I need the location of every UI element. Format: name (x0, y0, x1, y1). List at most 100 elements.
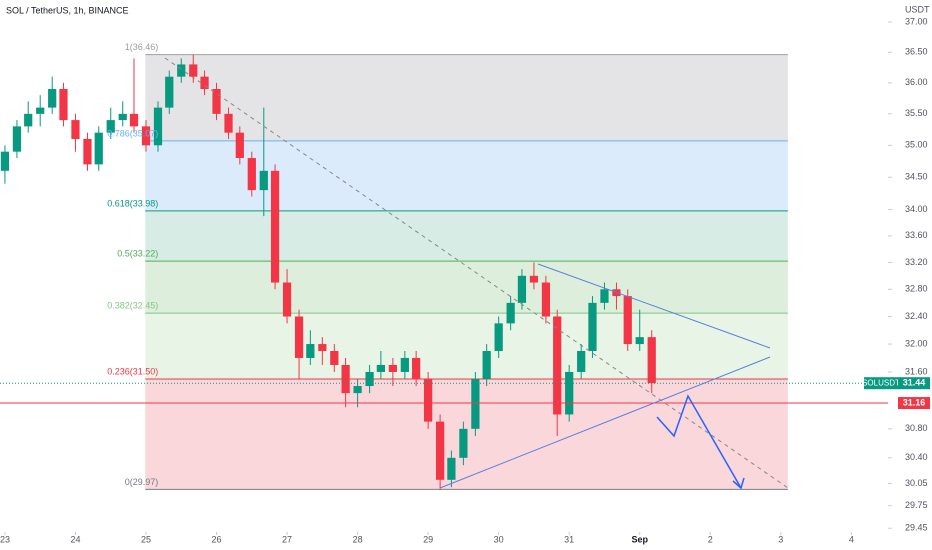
candle-body (247, 158, 256, 191)
candle-body (600, 289, 609, 303)
y-tick-label: 30.40 (905, 452, 928, 462)
y-tick-label: 37.00 (905, 16, 928, 26)
arrow-head (732, 477, 745, 490)
candle-body (177, 64, 186, 77)
candle-body (129, 113, 139, 127)
candle-body (0, 151, 10, 171)
candle-body (376, 364, 385, 372)
candle-body (59, 89, 68, 121)
candle-body (412, 357, 421, 379)
fib-label: 0.786(35.07) (107, 128, 158, 138)
candle-body (529, 275, 539, 283)
candle-body (189, 64, 198, 77)
y-tick-label: 34.50 (905, 172, 928, 182)
candle-body (365, 371, 374, 387)
fib-bands (145, 54, 788, 490)
candle-body (235, 132, 244, 159)
candle-body (12, 126, 22, 152)
fib-label: 0(29.97) (125, 477, 159, 487)
projection-arrow (656, 394, 742, 489)
candle-body (212, 89, 221, 114)
x-tick-label: 3 (778, 534, 783, 544)
y-tick-label: 34.00 (905, 204, 928, 214)
y-tick-label: 32.80 (905, 284, 928, 294)
candle-body (482, 350, 491, 379)
candle-body (36, 107, 45, 114)
candle-body (388, 364, 397, 372)
candle-body (318, 344, 327, 351)
candle-body (635, 337, 644, 345)
candle-body (48, 89, 57, 108)
candle-body (224, 113, 233, 133)
fib-label: 1(36.46) (125, 42, 159, 52)
y-tick-label: 32.00 (905, 338, 928, 348)
candle-body (647, 337, 656, 384)
candle-body (436, 421, 445, 480)
candle-body (541, 282, 551, 317)
candle-body (270, 170, 280, 283)
candle-body (24, 113, 33, 127)
candle-body (577, 350, 586, 372)
candle-body (153, 107, 163, 146)
last-price-label: 31.44 (903, 378, 926, 388)
y-tick-label: 32.40 (905, 311, 928, 321)
fib-label: 0.5(33.22) (117, 248, 158, 258)
y-tick-label: 35.50 (905, 108, 928, 118)
x-tick-label: 25 (141, 534, 151, 544)
candle-body (71, 120, 80, 139)
y-tick-label: 36.50 (905, 47, 928, 57)
y-tick-label: 29.45 (905, 523, 928, 533)
last-label-box (864, 377, 898, 390)
candle-body (118, 113, 127, 121)
triangle-lower (439, 356, 771, 489)
y-tick-label: 30.80 (905, 423, 928, 433)
x-tick-label: Sep (631, 534, 648, 544)
candle-body (330, 350, 339, 365)
candle-body (623, 296, 632, 345)
drawings (164, 57, 789, 490)
fib-band (145, 261, 788, 314)
last-label: SOLUSDT (862, 378, 900, 387)
candle-body (494, 323, 503, 351)
x-tick-label: 27 (282, 534, 292, 544)
x-tick-label: 2 (708, 534, 713, 544)
candle-body (106, 120, 115, 133)
hline-box (898, 397, 930, 410)
x-tick-label: 26 (212, 534, 222, 544)
fib-label: 0.382(32.45) (107, 300, 158, 310)
x-tick-label: 4 (849, 534, 854, 544)
candle-body (294, 316, 304, 358)
candle-body (306, 344, 315, 358)
x-tick-label: 30 (494, 534, 504, 544)
y-tick-label: 36.00 (905, 77, 928, 87)
candle-body (459, 428, 468, 458)
triangle-upper (537, 263, 771, 349)
trend-dashed (164, 57, 789, 489)
fib-band (145, 54, 788, 141)
candle-body (588, 302, 597, 351)
chart-title: SOL / TetherUS, 1h, BINANCE (6, 5, 129, 15)
y-unit: USDT (905, 4, 930, 14)
candle-body (553, 316, 562, 415)
fib-label: 0.618(33.98) (107, 198, 158, 208)
candle-body (83, 138, 92, 165)
x-tick-label: 29 (423, 534, 433, 544)
candle-body (200, 76, 209, 90)
candle-body (353, 386, 362, 394)
y-tick-label: 30.05 (905, 478, 928, 488)
fib-band (145, 210, 788, 262)
x-tick-label: 23 (0, 534, 10, 544)
candle-body (259, 170, 268, 191)
candle-body (471, 378, 480, 429)
hline-label: 31.16 (903, 397, 926, 407)
candle-body (517, 275, 527, 303)
candle-body (341, 364, 350, 394)
candle-body (424, 378, 433, 422)
candle-body (447, 457, 456, 480)
candle-body (282, 282, 292, 317)
x-tick-label: 28 (353, 534, 363, 544)
y-tick-label: 33.60 (905, 230, 928, 240)
y-tick-label: 31.60 (905, 366, 928, 376)
candle-body (565, 371, 574, 415)
